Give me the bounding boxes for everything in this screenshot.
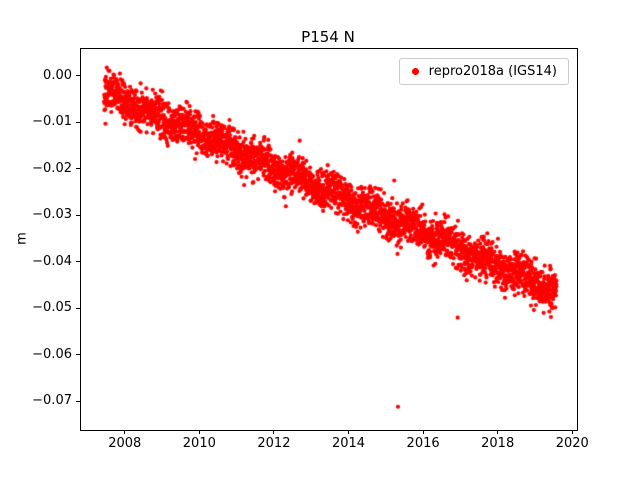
chart-title: P154 N xyxy=(301,28,355,46)
x-tick-mark xyxy=(273,430,275,434)
y-tick-label: −0.02 xyxy=(32,160,72,176)
x-tick-label: 2012 xyxy=(257,436,291,451)
plot-area: repro2018a (IGS14) xyxy=(80,48,578,431)
y-tick-label: −0.04 xyxy=(32,253,72,269)
y-tick-label: −0.05 xyxy=(32,300,72,316)
y-tick-label: 0.00 xyxy=(43,67,72,83)
y-tick-mark xyxy=(76,168,80,170)
x-tick-mark xyxy=(348,430,349,434)
y-tick-label: −0.07 xyxy=(32,393,72,409)
y-tick-mark xyxy=(76,400,80,402)
legend-label: repro2018a (IGS14) xyxy=(428,64,557,79)
legend-marker-dot xyxy=(411,68,419,75)
x-tick-mark xyxy=(198,430,200,434)
y-tick-label: −0.01 xyxy=(32,114,72,130)
x-tick-label: 2020 xyxy=(555,436,589,451)
y-tick-mark xyxy=(76,121,80,123)
x-tick-mark xyxy=(422,430,424,434)
x-tick-label: 2008 xyxy=(108,436,142,451)
legend: repro2018a (IGS14) xyxy=(398,58,569,85)
x-tick-mark xyxy=(124,430,126,434)
y-axis-label: m xyxy=(14,232,30,245)
y-tick-label: −0.03 xyxy=(32,207,72,223)
x-tick-label: 2010 xyxy=(182,436,216,451)
x-tick-mark xyxy=(571,430,573,434)
y-tick-mark xyxy=(76,307,80,309)
y-tick-mark xyxy=(76,214,80,216)
y-tick-mark xyxy=(76,354,80,356)
x-tick-mark xyxy=(497,430,499,434)
y-tick-label: −0.06 xyxy=(32,346,72,362)
x-tick-label: 2018 xyxy=(481,436,515,451)
scatter-canvas xyxy=(81,49,577,430)
x-tick-label: 2014 xyxy=(331,436,366,451)
y-tick-mark xyxy=(76,261,80,263)
y-tick-mark xyxy=(76,75,80,77)
x-tick-label: 2016 xyxy=(406,436,440,451)
